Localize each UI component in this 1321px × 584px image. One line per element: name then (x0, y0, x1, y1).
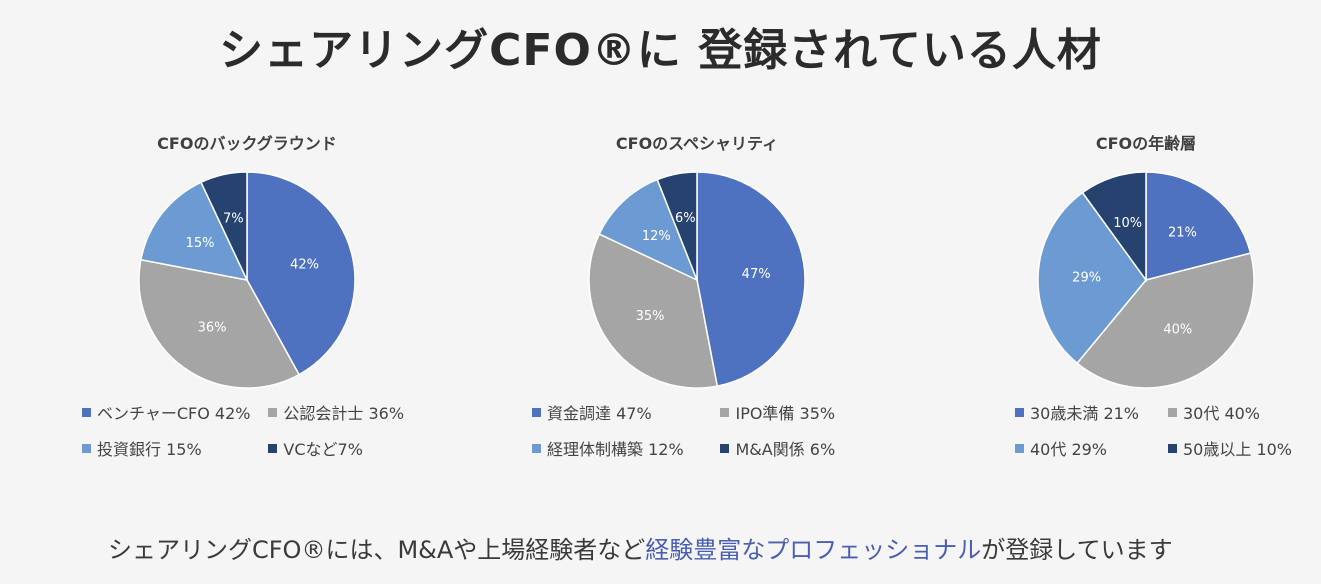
legend-label: 公認会計士 36% (283, 404, 405, 423)
chart-legend: 30歳未満 21% 30代 40% 40代 29% 50歳以上 10% (981, 400, 1311, 460)
pie-data-label: 12% (642, 229, 671, 244)
pie-slice (138, 258, 301, 389)
legend-swatch (720, 443, 730, 453)
pie-data-label: 15% (186, 236, 215, 251)
legend-label: VCなど7% (283, 440, 363, 459)
chart-specialty: CFOのスペシャリティ 47% 35% 12% 6% 資金調達 47% IPO準備 3… (532, 130, 862, 460)
legend-swatch (82, 407, 91, 417)
pie-slice (1037, 191, 1147, 365)
legend-item: 40代 29% (1015, 436, 1158, 460)
legend-item: IPO準備 35% (720, 400, 862, 424)
legend-label: 投資銀行 15% (97, 440, 202, 459)
pie-chart-background: 42% 36% 15% 7% (138, 171, 356, 389)
pie-slice (1081, 171, 1147, 283)
legend-swatch (1168, 443, 1177, 453)
legend-swatch (532, 407, 541, 417)
chart-title: CFOの年齢層 (1095, 134, 1197, 153)
pie-slice (246, 171, 356, 376)
legend-item: ベンチャーCFO 42% (82, 400, 258, 424)
pie-data-label: 47% (742, 267, 771, 282)
legend-label: 30歳未満 21% (1030, 404, 1140, 423)
pie-slice (1076, 252, 1255, 389)
pie-slice (696, 171, 806, 387)
legend-item: M&A関係 6% (720, 436, 862, 460)
legend-item: 資金調達 47% (532, 400, 710, 424)
pie-data-label: 35% (636, 309, 665, 324)
legend-swatch (268, 443, 278, 453)
pie-slice (656, 171, 698, 281)
chart-legend: 資金調達 47% IPO準備 35% 経理体制構築 12% M&A関係 6% (532, 400, 862, 460)
pie-slice (200, 171, 248, 281)
legend-label: 経理体制構築 12% (547, 440, 684, 459)
chart-title: CFOのスペシャリティ (615, 134, 779, 153)
chart-title: CFOのバックグラウンド (157, 134, 337, 153)
page-title: シェアリングCFO®に 登録されている人材 (219, 25, 1102, 76)
footer-highlight: 経験豊富なプロフェッショナル (645, 536, 982, 564)
legend-item: 50歳以上 10% (1168, 436, 1311, 460)
legend-swatch (82, 443, 91, 453)
footer-text: が登録しています (981, 536, 1173, 564)
legend-label: ベンチャーCFO 42% (97, 404, 251, 423)
pie-data-label: 10% (1113, 216, 1142, 231)
legend-swatch (1015, 443, 1024, 453)
legend-item: 30代 40% (1168, 400, 1311, 424)
pie-data-label: 7% (223, 211, 244, 226)
pie-chart-specialty: 47% 35% 12% 6% (588, 171, 806, 389)
footer-caption: シェアリングCFO®には、M&Aや上場経験者など経験豊富なプロフェッショナルが登… (108, 530, 1173, 565)
legend-label: IPO準備 35% (735, 404, 836, 423)
legend-swatch (268, 407, 278, 417)
pie-slice (588, 233, 719, 389)
pie-data-label: 29% (1072, 271, 1101, 286)
legend-label: M&A関係 6% (735, 440, 836, 459)
pie-data-label: 36% (198, 321, 227, 336)
legend-item: VCなど7% (268, 436, 412, 460)
legend-item: 投資銀行 15% (82, 436, 258, 460)
pie-slice (140, 181, 249, 282)
pie-data-label: 6% (675, 211, 696, 226)
legend-item: 公認会計士 36% (268, 400, 412, 424)
legend-label: 資金調達 47% (547, 404, 652, 423)
chart-background: CFOのバックグラウンド 42% 36% 15% 7% ベンチャーCFO 42% 公認… (82, 130, 412, 460)
legend-item: 経理体制構築 12% (532, 436, 710, 460)
pie-slice (598, 178, 699, 282)
legend-swatch (532, 443, 541, 453)
chart-age: CFOの年齢層 21% 40% 29% 10% 30歳未満 21% 30代 40% 4… (981, 130, 1311, 460)
chart-legend: ベンチャーCFO 42% 公認会計士 36% 投資銀行 15% VCなど7% (82, 400, 412, 460)
pie-chart-age: 21% 40% 29% 10% (1037, 171, 1255, 389)
legend-swatch (1015, 407, 1024, 417)
pie-slice (1145, 171, 1252, 281)
legend-label: 50歳以上 10% (1183, 440, 1293, 459)
pie-data-label: 21% (1168, 226, 1197, 241)
legend-swatch (1168, 407, 1177, 417)
legend-label: 40代 29% (1030, 440, 1108, 459)
legend-label: 30代 40% (1183, 404, 1261, 423)
pie-data-label: 42% (290, 258, 319, 273)
footer-text: シェアリングCFO®には、M&Aや上場経験者など (108, 536, 646, 564)
legend-swatch (720, 407, 730, 417)
pie-data-label: 40% (1163, 323, 1192, 338)
legend-item: 30歳未満 21% (1015, 400, 1158, 424)
